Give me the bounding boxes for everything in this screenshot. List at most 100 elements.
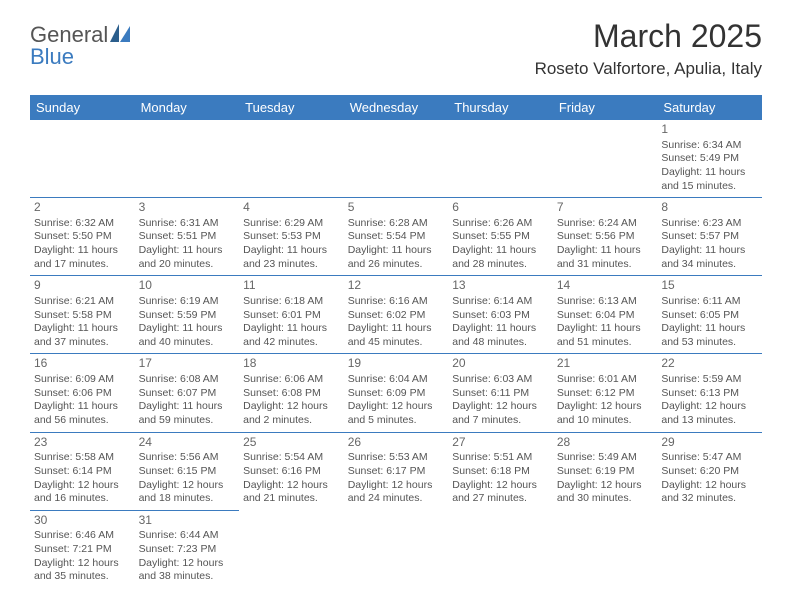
calendar-row: 9Sunrise: 6:21 AMSunset: 5:58 PMDaylight… (30, 276, 762, 354)
daylight-text: Daylight: 11 hours and 17 minutes. (34, 244, 131, 271)
sunrise-text: Sunrise: 6:31 AM (139, 217, 236, 231)
day-number: 24 (139, 435, 236, 451)
day-number: 5 (348, 200, 445, 216)
sunrise-text: Sunrise: 5:51 AM (452, 451, 549, 465)
sunset-text: Sunset: 6:11 PM (452, 387, 549, 401)
daylight-text: Daylight: 11 hours and 34 minutes. (661, 244, 758, 271)
calendar-cell (448, 120, 553, 198)
sunset-text: Sunset: 6:02 PM (348, 309, 445, 323)
calendar-cell: 15Sunrise: 6:11 AMSunset: 6:05 PMDayligh… (657, 276, 762, 354)
sunset-text: Sunset: 5:56 PM (557, 230, 654, 244)
day-number: 1 (661, 122, 758, 138)
calendar-cell: 25Sunrise: 5:54 AMSunset: 6:16 PMDayligh… (239, 432, 344, 510)
day-number: 18 (243, 356, 340, 372)
daylight-text: Daylight: 12 hours and 24 minutes. (348, 479, 445, 506)
day-number: 6 (452, 200, 549, 216)
sunset-text: Sunset: 6:03 PM (452, 309, 549, 323)
calendar-cell: 13Sunrise: 6:14 AMSunset: 6:03 PMDayligh… (448, 276, 553, 354)
calendar-cell: 19Sunrise: 6:04 AMSunset: 6:09 PMDayligh… (344, 354, 449, 432)
calendar-cell (239, 120, 344, 198)
calendar-cell: 24Sunrise: 5:56 AMSunset: 6:15 PMDayligh… (135, 432, 240, 510)
sunrise-text: Sunrise: 6:32 AM (34, 217, 131, 231)
sunrise-text: Sunrise: 6:28 AM (348, 217, 445, 231)
daylight-text: Daylight: 11 hours and 51 minutes. (557, 322, 654, 349)
sunset-text: Sunset: 5:59 PM (139, 309, 236, 323)
daylight-text: Daylight: 12 hours and 18 minutes. (139, 479, 236, 506)
sunrise-text: Sunrise: 6:08 AM (139, 373, 236, 387)
calendar-cell (344, 120, 449, 198)
daylight-text: Daylight: 12 hours and 2 minutes. (243, 400, 340, 427)
sunrise-text: Sunrise: 6:24 AM (557, 217, 654, 231)
day-header: Monday (135, 95, 240, 120)
day-header: Wednesday (344, 95, 449, 120)
calendar-cell: 7Sunrise: 6:24 AMSunset: 5:56 PMDaylight… (553, 198, 658, 276)
sunrise-text: Sunrise: 5:53 AM (348, 451, 445, 465)
calendar-cell: 29Sunrise: 5:47 AMSunset: 6:20 PMDayligh… (657, 432, 762, 510)
day-header: Sunday (30, 95, 135, 120)
sunrise-text: Sunrise: 5:49 AM (557, 451, 654, 465)
daylight-text: Daylight: 11 hours and 40 minutes. (139, 322, 236, 349)
sunset-text: Sunset: 5:55 PM (452, 230, 549, 244)
calendar-row: 1Sunrise: 6:34 AMSunset: 5:49 PMDaylight… (30, 120, 762, 198)
calendar-cell: 1Sunrise: 6:34 AMSunset: 5:49 PMDaylight… (657, 120, 762, 198)
sunrise-text: Sunrise: 6:01 AM (557, 373, 654, 387)
sunset-text: Sunset: 6:01 PM (243, 309, 340, 323)
day-number: 21 (557, 356, 654, 372)
logo-text: General Blue (30, 24, 136, 68)
daylight-text: Daylight: 11 hours and 42 minutes. (243, 322, 340, 349)
sunrise-text: Sunrise: 6:23 AM (661, 217, 758, 231)
day-number: 8 (661, 200, 758, 216)
sunset-text: Sunset: 6:05 PM (661, 309, 758, 323)
sunrise-text: Sunrise: 5:59 AM (661, 373, 758, 387)
sunset-text: Sunset: 6:19 PM (557, 465, 654, 479)
daylight-text: Daylight: 12 hours and 16 minutes. (34, 479, 131, 506)
calendar-table: Sunday Monday Tuesday Wednesday Thursday… (30, 95, 762, 588)
sunrise-text: Sunrise: 6:03 AM (452, 373, 549, 387)
day-header: Thursday (448, 95, 553, 120)
page: General Blue March 2025 Roseto Valfortor… (0, 0, 792, 598)
calendar-cell: 3Sunrise: 6:31 AMSunset: 5:51 PMDaylight… (135, 198, 240, 276)
daylight-text: Daylight: 12 hours and 38 minutes. (139, 557, 236, 584)
calendar-cell: 5Sunrise: 6:28 AMSunset: 5:54 PMDaylight… (344, 198, 449, 276)
sunrise-text: Sunrise: 6:11 AM (661, 295, 758, 309)
calendar-cell: 11Sunrise: 6:18 AMSunset: 6:01 PMDayligh… (239, 276, 344, 354)
sunrise-text: Sunrise: 6:46 AM (34, 529, 131, 543)
calendar-cell: 8Sunrise: 6:23 AMSunset: 5:57 PMDaylight… (657, 198, 762, 276)
daylight-text: Daylight: 12 hours and 35 minutes. (34, 557, 131, 584)
sunrise-text: Sunrise: 6:34 AM (661, 139, 758, 153)
day-number: 10 (139, 278, 236, 294)
sunset-text: Sunset: 5:54 PM (348, 230, 445, 244)
day-number: 17 (139, 356, 236, 372)
day-number: 13 (452, 278, 549, 294)
day-number: 22 (661, 356, 758, 372)
sunrise-text: Sunrise: 6:19 AM (139, 295, 236, 309)
sunset-text: Sunset: 6:18 PM (452, 465, 549, 479)
calendar-cell: 31Sunrise: 6:44 AMSunset: 7:23 PMDayligh… (135, 510, 240, 588)
day-number: 30 (34, 513, 131, 529)
sunrise-text: Sunrise: 6:18 AM (243, 295, 340, 309)
day-number: 14 (557, 278, 654, 294)
day-number: 9 (34, 278, 131, 294)
calendar-row: 23Sunrise: 5:58 AMSunset: 6:14 PMDayligh… (30, 432, 762, 510)
sunrise-text: Sunrise: 6:44 AM (139, 529, 236, 543)
day-header-row: Sunday Monday Tuesday Wednesday Thursday… (30, 95, 762, 120)
daylight-text: Daylight: 12 hours and 27 minutes. (452, 479, 549, 506)
logo-sails-icon (110, 24, 136, 46)
sunset-text: Sunset: 6:06 PM (34, 387, 131, 401)
logo-word2: Blue (30, 44, 74, 69)
daylight-text: Daylight: 11 hours and 45 minutes. (348, 322, 445, 349)
day-number: 31 (139, 513, 236, 529)
location-text: Roseto Valfortore, Apulia, Italy (535, 59, 762, 79)
daylight-text: Daylight: 11 hours and 37 minutes. (34, 322, 131, 349)
sunset-text: Sunset: 5:57 PM (661, 230, 758, 244)
calendar-cell (239, 510, 344, 588)
calendar-cell: 16Sunrise: 6:09 AMSunset: 6:06 PMDayligh… (30, 354, 135, 432)
logo: General Blue (30, 18, 136, 68)
calendar-cell (657, 510, 762, 588)
sunset-text: Sunset: 5:51 PM (139, 230, 236, 244)
calendar-cell: 26Sunrise: 5:53 AMSunset: 6:17 PMDayligh… (344, 432, 449, 510)
sunset-text: Sunset: 6:17 PM (348, 465, 445, 479)
sunset-text: Sunset: 6:08 PM (243, 387, 340, 401)
sunset-text: Sunset: 6:12 PM (557, 387, 654, 401)
sunrise-text: Sunrise: 6:29 AM (243, 217, 340, 231)
